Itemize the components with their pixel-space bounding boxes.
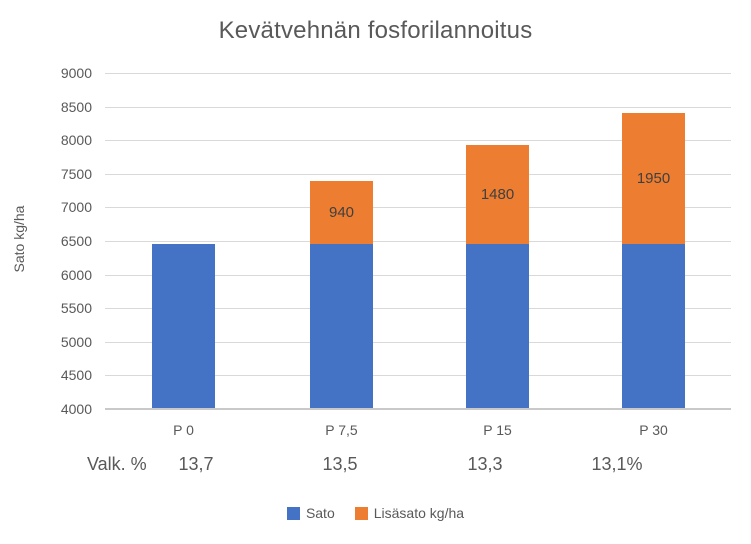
extra-row-label: Valk. % [87,454,147,474]
y-axis-tick-label: 6000 [60,267,92,283]
bar-segment-sato [152,244,215,408]
gridline [105,342,731,343]
x-axis-line [105,408,731,410]
legend-label: Sato [305,505,335,521]
legend-swatch-icon [286,506,300,520]
gridline [105,107,731,108]
gridline [105,73,731,74]
extra-row-value: 13,3 [467,454,503,474]
legend-swatch-icon [354,506,368,520]
bar-segment-sato [466,244,529,408]
extra-row-value: 13,5 [322,454,358,474]
y-axis-tick-label: 7000 [60,199,92,215]
y-axis-title: Sato kg/ha [11,205,27,273]
y-axis-tick-label: 5000 [60,334,92,350]
y-axis-tick-label: 4500 [60,367,92,383]
gridline [105,275,731,276]
data-label: 1480 [480,185,515,203]
y-axis-tick-label: 8500 [60,99,92,115]
chart-title: Kevätvehnän fosforilannoitus [218,17,533,44]
y-axis-tick-label: 7500 [60,166,92,182]
bar-segment-lisasato [466,144,529,245]
x-axis-tick-label: P 0 [173,422,194,438]
y-axis-tick-label: 6500 [60,233,92,249]
gridline [105,308,731,309]
data-label: 1950 [636,169,671,187]
bar-segment-lisasato [310,181,373,245]
bar-segment-sato [310,244,373,408]
gridline [105,140,731,141]
legend-item: Lisäsato kg/ha [354,505,465,521]
legend-label: Lisäsato kg/ha [373,505,465,521]
legend-item: Sato [286,505,335,521]
x-axis-tick-label: P 30 [639,422,668,438]
y-axis-tick-label: 9000 [60,65,92,81]
data-label: 940 [328,203,355,221]
gridline [105,241,731,242]
gridline [105,174,731,175]
y-axis-tick-label: 4000 [60,401,92,417]
gridline [105,207,731,208]
y-axis-tick-label: 5500 [60,300,92,316]
bar-segment-sato [622,244,685,408]
extra-row-value: 13,1% [591,454,643,474]
x-axis-tick-label: P 15 [483,422,512,438]
x-axis-tick-label: P 7,5 [325,422,358,438]
legend: Sato Lisäsato kg/ha [0,505,751,521]
y-axis-tick-label: 8000 [60,132,92,148]
bar-segment-lisasato [622,113,685,245]
gridline [105,375,731,376]
extra-row-value: 13,7 [178,454,214,474]
